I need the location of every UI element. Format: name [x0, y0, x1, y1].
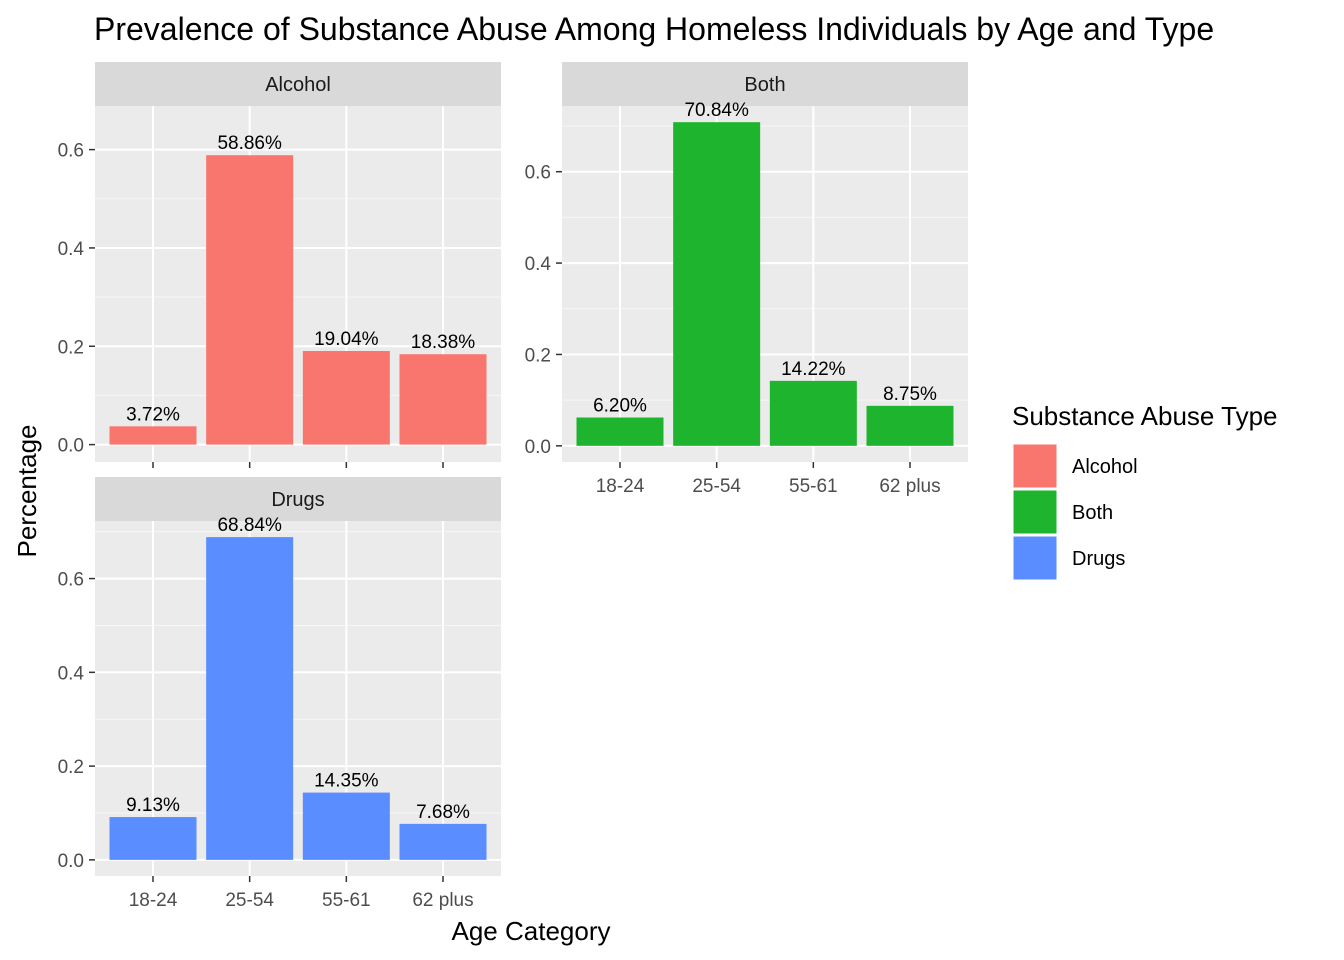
y-tick-label-alcohol: 0.4 — [58, 239, 85, 260]
x-tick-label-drugs-55-61: 55-61 — [322, 890, 371, 911]
bar-both-25-54 — [673, 122, 761, 446]
y-tick-label-drugs: 0.6 — [58, 570, 84, 591]
y-tick-label-drugs: 0.0 — [58, 851, 84, 872]
chart-title: Prevalence of Substance Abuse Among Home… — [94, 11, 1214, 47]
legend-key-drugs — [1012, 535, 1058, 581]
data-label-drugs-62-plus: 7.68% — [416, 802, 470, 823]
data-label-drugs-55-61: 14.35% — [314, 771, 379, 792]
plot-background-drugs — [95, 521, 501, 876]
data-label-drugs-25-54: 68.84% — [217, 515, 282, 536]
bar-alcohol-55-61 — [302, 350, 390, 445]
data-label-both-25-54: 70.84% — [684, 100, 749, 121]
x-tick-label-both-55-61: 55-61 — [789, 476, 838, 497]
y-tick-label-both: 0.2 — [525, 345, 551, 366]
strip-label-both: Both — [744, 74, 785, 96]
bar-alcohol-25-54 — [206, 155, 294, 445]
y-tick-label-drugs: 0.4 — [58, 663, 85, 684]
bar-both-55-61 — [769, 380, 857, 446]
legend-key-alcohol — [1012, 443, 1058, 489]
bar-drugs-62-plus — [399, 823, 487, 860]
bar-alcohol-62-plus — [399, 354, 487, 445]
panel-both: Both 0.0 0.2 0.4 0.6 6.20% 18-24 70.84% 25-54 14.… — [525, 62, 968, 497]
y-axis-title: Percentage — [12, 425, 42, 558]
y-tick-label-drugs: 0.2 — [58, 757, 84, 778]
x-tick-label-drugs-25-54: 25-54 — [225, 890, 274, 911]
legend-label-drugs: Drugs — [1072, 548, 1125, 570]
y-tick-label-both: 0.6 — [525, 163, 551, 184]
x-axis-title: Age Category — [452, 916, 611, 946]
data-label-alcohol-55-61: 19.04% — [314, 329, 379, 350]
data-label-both-18-24: 6.20% — [593, 396, 647, 417]
y-tick-label-alcohol: 0.0 — [58, 436, 84, 457]
strip-alcohol — [95, 62, 501, 106]
bar-alcohol-18-24 — [109, 426, 197, 445]
panel-alcohol: Alcohol 0.0 0.2 0.4 0.6 3.72% 58.86% 19.04% 18.3… — [58, 62, 501, 468]
facet-panels: Alcohol 0.0 0.2 0.4 0.6 3.72% 58.86% 19.04% 18.3… — [58, 62, 968, 911]
legend-label-both: Both — [1072, 502, 1113, 524]
data-label-drugs-18-24: 9.13% — [126, 795, 180, 816]
bar-both-62-plus — [866, 405, 954, 446]
data-label-alcohol-62-plus: 18.38% — [411, 332, 476, 353]
strip-label-drugs: Drugs — [271, 489, 324, 511]
y-tick-label-both: 0.0 — [525, 437, 551, 458]
legend-label-alcohol: Alcohol — [1072, 456, 1138, 478]
x-tick-label-drugs-18-24: 18-24 — [129, 890, 178, 911]
plot-background-both — [562, 106, 968, 462]
strip-label-alcohol: Alcohol — [265, 74, 331, 96]
x-tick-label-both-25-54: 25-54 — [692, 476, 741, 497]
legend-key-both — [1012, 489, 1058, 535]
data-label-alcohol-25-54: 58.86% — [217, 133, 282, 154]
strip-drugs — [95, 477, 501, 521]
x-tick-label-both-18-24: 18-24 — [596, 476, 645, 497]
bar-drugs-25-54 — [206, 537, 294, 860]
strip-both — [562, 62, 968, 106]
legend: Substance Abuse Type Alcohol Both Drugs — [1012, 401, 1278, 581]
y-tick-label-alcohol: 0.2 — [58, 337, 84, 358]
data-label-both-55-61: 14.22% — [781, 359, 846, 380]
panel-drugs: Drugs 0.0 0.2 0.4 0.6 9.13% 18-24 68.84% 25-54 14… — [58, 477, 501, 911]
bar-both-18-24 — [576, 417, 664, 446]
data-label-alcohol-18-24: 3.72% — [126, 404, 180, 425]
data-label-both-62-plus: 8.75% — [883, 384, 937, 405]
x-tick-label-drugs-62-plus: 62 plus — [412, 890, 473, 911]
y-tick-label-both: 0.4 — [525, 254, 552, 275]
bar-drugs-18-24 — [109, 817, 197, 860]
y-tick-label-alcohol: 0.6 — [58, 141, 84, 162]
bar-drugs-55-61 — [302, 792, 390, 860]
x-tick-label-both-62-plus: 62 plus — [879, 476, 940, 497]
legend-title: Substance Abuse Type — [1012, 401, 1278, 431]
